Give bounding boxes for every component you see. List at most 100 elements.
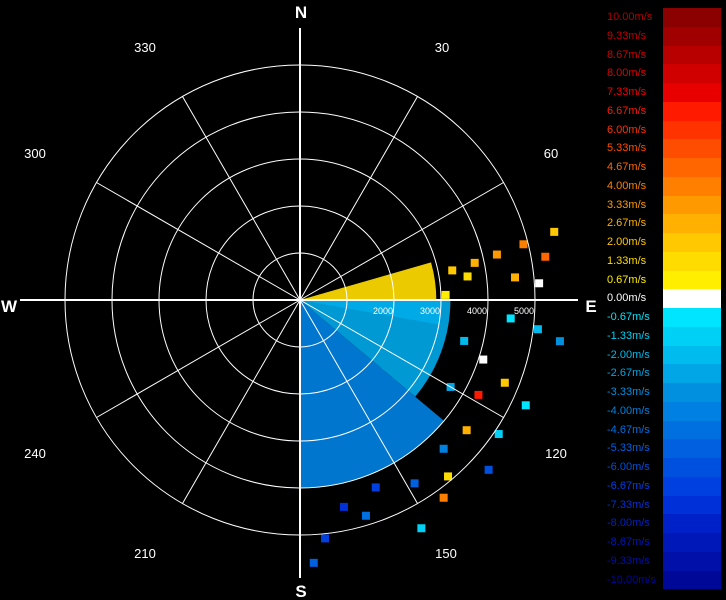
- colorbar-entry: -8.00m/s: [606, 514, 721, 533]
- velocity-gate: [361, 511, 370, 520]
- azimuth-label-210: 210: [134, 546, 156, 561]
- colorbar-swatch: [663, 326, 721, 346]
- colorbar-entry: -0.67m/s: [606, 308, 721, 327]
- colorbar-swatch: [663, 551, 721, 571]
- velocity-gate: [511, 273, 520, 282]
- colorbar-swatch: [663, 26, 721, 46]
- colorbar-swatch: [663, 45, 721, 65]
- colorbar-entry: 7.33m/s: [606, 83, 721, 102]
- colorbar-swatch: [663, 101, 721, 121]
- colorbar-entry: -4.00m/s: [606, 401, 721, 421]
- compass-east-label: E: [585, 297, 596, 316]
- velocity-gate: [541, 252, 550, 261]
- azimuth-spoke: [299, 96, 418, 301]
- colorbar-swatch: [663, 251, 721, 271]
- colorbar-entry: -9.33m/s: [606, 551, 721, 571]
- colorbar-label: -4.67m/s: [607, 423, 650, 436]
- colorbar-entry: -6.00m/s: [606, 458, 721, 477]
- azimuth-labels: N E S W 30 60 120 150 210 240 300 330: [1, 3, 597, 600]
- colorbar-entry: -1.33m/s: [606, 326, 721, 346]
- velocity-gate: [535, 279, 544, 288]
- colorbar-entry: 3.33m/s: [606, 195, 721, 215]
- azimuth-label-300: 300: [24, 146, 46, 161]
- colorbar-entry: 8.67m/s: [606, 45, 721, 65]
- colorbar-label: 4.00m/s: [607, 179, 647, 192]
- azimuth-label-150: 150: [435, 546, 457, 561]
- velocity-sector: [300, 300, 451, 397]
- colorbar-label: -2.67m/s: [607, 367, 650, 380]
- range-label-4000: 4000: [467, 306, 487, 316]
- colorbar-label: -1.33m/s: [607, 329, 650, 342]
- range-labels: 2000 3000 4000 5000: [373, 306, 534, 316]
- colorbar-label: 4.67m/s: [607, 161, 647, 173]
- colorbar-swatch: [663, 345, 721, 365]
- velocity-gate: [321, 534, 330, 543]
- velocity-gate: [463, 272, 472, 281]
- colorbar-swatch: [663, 8, 721, 27]
- colorbar-entry: -5.33m/s: [606, 439, 721, 458]
- velocity-gate: [460, 336, 469, 345]
- colorbar-entry: 6.00m/s: [606, 120, 721, 140]
- colorbar-entry: 6.67m/s: [606, 101, 721, 121]
- colorbar-label: -9.33m/s: [607, 554, 650, 567]
- colorbar-swatch: [663, 120, 721, 140]
- velocity-gate: [410, 479, 419, 488]
- velocity-gate: [492, 250, 501, 259]
- colorbar-label: 0.67m/s: [607, 273, 647, 286]
- range-label-3000: 3000: [420, 306, 440, 316]
- azimuth-spoke: [182, 96, 301, 301]
- colorbar-entry: 1.33m/s: [606, 251, 721, 271]
- velocity-gate: [417, 524, 426, 533]
- colorbar-swatch: [663, 401, 721, 421]
- velocity-gate: [533, 325, 542, 334]
- colorbar-entry: -2.67m/s: [606, 364, 721, 383]
- velocity-gate: [444, 472, 453, 481]
- colorbar-swatch: [663, 570, 721, 590]
- azimuth-label-240: 240: [24, 446, 46, 461]
- range-label-2000: 2000: [373, 306, 393, 316]
- colorbar-entry: 2.67m/s: [606, 214, 721, 233]
- colorbar-swatch: [663, 139, 721, 158]
- radar-ppi-chart: N E S W 30 60 120 150 210 240 300 330 20…: [1, 3, 597, 600]
- colorbar-label: -6.00m/s: [607, 461, 650, 473]
- colorbar-swatch: [663, 270, 721, 290]
- velocity-gate: [479, 355, 488, 364]
- velocity-gate: [441, 290, 450, 299]
- colorbar-swatch: [663, 383, 721, 402]
- colorbar-swatch: [663, 176, 721, 196]
- colorbar-swatch: [663, 439, 721, 458]
- velocity-gate: [550, 227, 559, 236]
- colorbar-entry: 0.67m/s: [606, 270, 721, 290]
- azimuth-spoke: [96, 299, 301, 418]
- colorbar-entry: -8.67m/s: [606, 533, 721, 552]
- colorbar-swatch: [663, 364, 721, 383]
- colorbar-swatch: [663, 289, 721, 308]
- velocity-gate: [521, 401, 530, 410]
- velocity-gate: [555, 337, 564, 346]
- azimuth-label-330: 330: [134, 40, 156, 55]
- colorbar-entry: 4.00m/s: [606, 176, 721, 196]
- colorbar-label: -6.67m/s: [607, 479, 650, 492]
- colorbar-swatch: [663, 514, 721, 533]
- colorbar-entry: -10.00m/s: [606, 570, 721, 590]
- velocity-gate: [439, 444, 448, 453]
- colorbar-label: 0.00m/s: [607, 292, 647, 305]
- colorbar-label: 6.67m/s: [607, 104, 647, 117]
- colorbar-swatch: [663, 476, 721, 496]
- colorbar-swatch: [663, 64, 721, 83]
- colorbar-entry: 4.67m/s: [606, 158, 721, 177]
- velocity-sector: [300, 262, 437, 300]
- colorbar-entry: -2.00m/s: [606, 345, 721, 365]
- velocity-gate: [309, 558, 318, 567]
- colorbar-entry: 2.00m/s: [606, 233, 721, 252]
- range-label-5000: 5000: [514, 306, 534, 316]
- colorbar-swatch: [663, 158, 721, 177]
- azimuth-spoke: [299, 299, 504, 418]
- colorbar-entry: 8.00m/s: [606, 64, 721, 83]
- azimuth-spoke: [299, 182, 504, 301]
- colorbar-label: 8.67m/s: [607, 48, 647, 61]
- colorbar-label: 6.00m/s: [607, 123, 647, 136]
- colorbar-entry: -7.33m/s: [606, 495, 721, 515]
- velocity-gate: [470, 258, 479, 267]
- velocity-gate: [484, 465, 493, 474]
